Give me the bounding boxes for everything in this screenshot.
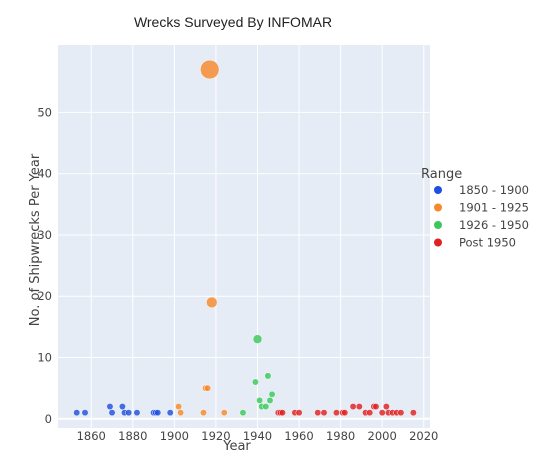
x-tick-label: 1920 [201,429,230,443]
series-Post1950 [274,403,417,417]
legend-marker [434,186,442,194]
data-point [268,390,276,398]
data-point [204,384,212,392]
data-point [125,409,133,417]
x-tick-label: 1980 [326,429,355,443]
data-point [264,372,272,380]
data-point [397,409,405,417]
data-point [200,59,220,80]
legend-label: 1901 - 1925 [459,201,529,215]
data-point [341,409,349,417]
plot-area [58,45,430,428]
data-point [239,409,247,417]
data-point [200,409,207,417]
data-point [166,409,174,417]
x-tick-label: 1880 [118,429,147,443]
data-point [355,403,363,411]
data-point [266,396,274,404]
legend-title: Range [421,167,462,182]
data-point [81,409,89,417]
data-point [366,409,374,417]
data-point [256,396,264,404]
x-tick-label: 2000 [368,429,397,443]
legend-marker [434,203,442,212]
data-point [154,409,162,417]
y-tick-label: 30 [37,228,52,242]
series-1926-1950 [239,334,276,417]
data-point [278,409,286,417]
y-tick-label: 10 [37,351,52,365]
data-point [314,409,322,417]
grid-lines [58,45,430,428]
x-tick-label: 1900 [160,429,189,443]
data-point [295,409,303,417]
y-tick-label: 20 [37,289,52,303]
y-tick-label: 0 [45,412,52,426]
legend-item: Post 1950 [434,236,516,250]
data-point [73,409,81,417]
series-1901-1925 [175,59,228,417]
x-tick-label: 1940 [243,429,272,443]
data-point [206,296,218,309]
data-point [177,409,185,417]
legend-item: 1901 - 1925 [434,201,529,215]
legend-marker [434,221,442,229]
y-tick-label: 40 [37,167,52,181]
x-tick-label: 2020 [409,429,438,443]
data-points [73,59,417,417]
data-point [349,403,357,411]
legend-label: 1850 - 1900 [459,183,529,197]
data-point [220,409,228,417]
data-point [252,334,263,344]
data-point [106,403,114,411]
data-point [320,409,328,417]
data-point [378,409,386,417]
x-axis-label: Year [222,439,251,454]
y-axis-label: No. of Shipwrecks Per Year [28,153,43,326]
data-point [175,403,182,411]
chart-title: Wrecks Surveyed By INFOMAR [134,14,332,30]
series-1850-1900 [73,403,174,417]
legend-marker [434,238,442,247]
data-point [333,409,340,417]
data-point [382,403,390,411]
legend-items: 1850 - 1900 1901 - 1925 1926 - 1950 Post 19… [434,183,529,250]
data-point [118,403,126,411]
data-point [372,403,380,411]
data-point [251,378,259,386]
data-point [108,409,116,417]
y-tick-labels: 0 10 20 30 40 50 [37,105,52,425]
legend-label: Post 1950 [459,236,516,250]
data-point [262,403,270,411]
x-tick-labels: 1860 1880 1900 1920 1940 1960 1980 2000 2020 [77,429,439,443]
x-tick-label: 1960 [284,429,313,443]
y-tick-label: 50 [37,105,52,119]
data-point [133,409,141,417]
legend-item: 1850 - 1900 [434,183,529,197]
legend-label: 1926 - 1950 [459,218,529,232]
x-tick-label: 1860 [77,429,106,443]
legend: Range 1850 - 1900 1901 - 1925 1926 - 1950 P… [421,167,529,250]
legend-item: 1926 - 1950 [434,218,529,232]
data-point [409,409,417,417]
